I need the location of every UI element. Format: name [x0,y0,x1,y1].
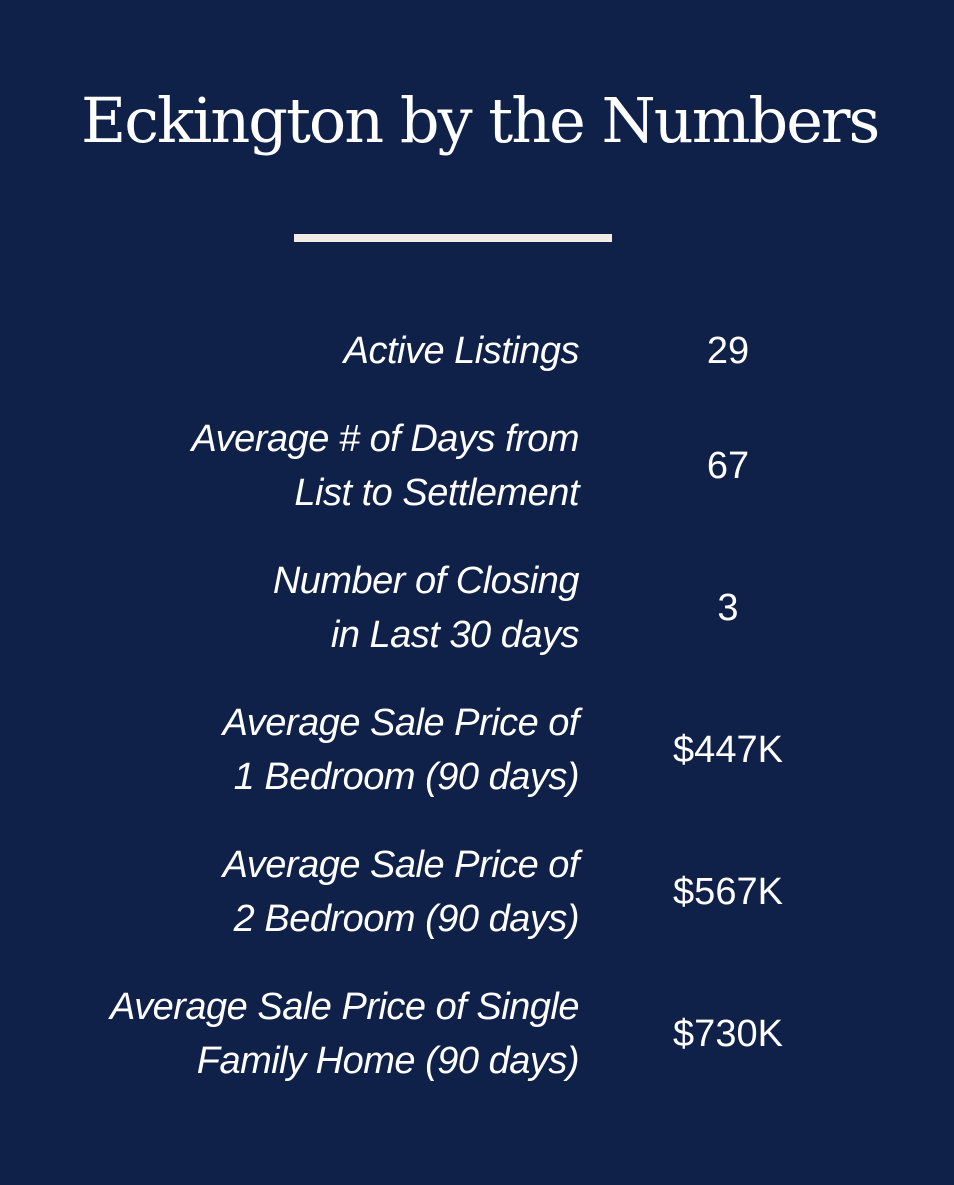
stat-value: $447K [673,729,783,771]
stat-value: $730K [673,1013,783,1055]
stat-value: $567K [673,871,783,913]
stat-value: 29 [706,330,750,372]
stat-label-line: List to Settlement [294,472,579,514]
stat-label-line: Average # of Days from [191,418,580,460]
stat-label-line: 1 Bedroom (90 days) [233,756,580,798]
stat-label-line: in Last 30 days [330,614,580,656]
stat-label-line: Average Sale Price of [222,844,580,886]
stat-label-line: Average Sale Price of [222,702,580,744]
stat-label: Average Sale Price of 2 Bedroom (90 days… [59,838,580,946]
title-divider [294,234,612,242]
page-title: Eckington by the Numbers [81,84,880,157]
stat-label-line: 2 Bedroom (90 days) [233,898,580,940]
stat-label: Number of Closing in Last 30 days [59,554,580,662]
stat-value: 3 [717,587,739,629]
stat-label-line: Active Listings [343,330,580,372]
stat-label-line: Average Sale Price of Single [109,986,580,1028]
stat-label: Average Sale Price of 1 Bedroom (90 days… [59,696,580,804]
stat-label: Average # of Days from List to Settlemen… [59,412,580,520]
stat-label: Average Sale Price of Single Family Home… [59,980,580,1088]
stat-value: 67 [706,445,750,487]
stat-label-line: Number of Closing [272,560,580,602]
stat-label-line: Family Home (90 days) [196,1040,580,1082]
stat-label: Active Listings [59,324,580,378]
